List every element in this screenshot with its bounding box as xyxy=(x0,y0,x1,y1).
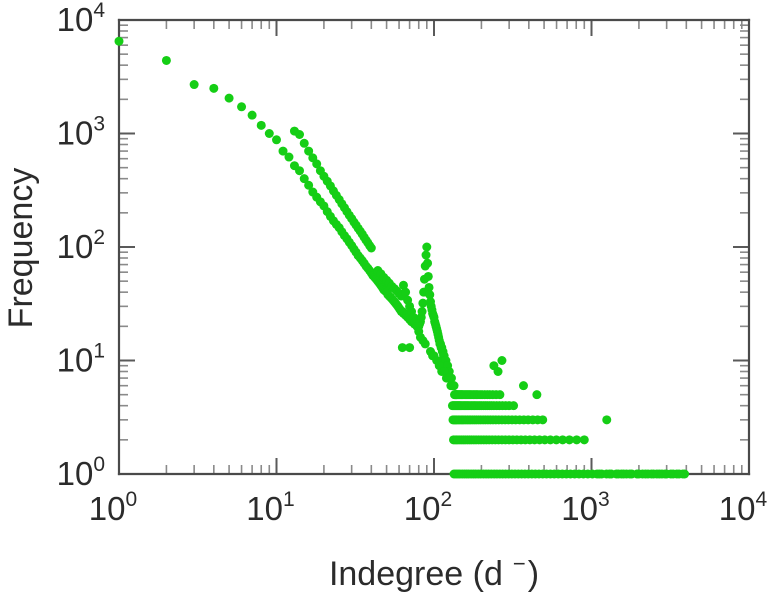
data-point xyxy=(295,130,305,139)
data-point xyxy=(256,120,266,130)
data-point xyxy=(209,83,219,93)
data-point xyxy=(558,435,568,445)
tick-label: 100 xyxy=(57,453,105,492)
data-point xyxy=(397,343,407,353)
data-point xyxy=(680,469,690,479)
tick-label: 104 xyxy=(57,0,106,38)
data-point xyxy=(495,390,505,400)
data-point xyxy=(538,415,548,425)
data-point xyxy=(417,307,427,317)
data-point xyxy=(237,102,247,112)
tick-label: 102 xyxy=(57,226,105,265)
data-point xyxy=(299,138,309,148)
data-point xyxy=(572,435,582,445)
data-point xyxy=(551,435,561,445)
data-point xyxy=(422,242,432,252)
data-point xyxy=(662,469,672,479)
data-point xyxy=(264,129,274,138)
data-point xyxy=(423,271,433,281)
data-point xyxy=(509,401,519,411)
data-point xyxy=(625,469,635,479)
x-tick-labels: 100 101 102 103 104 xyxy=(89,488,768,527)
tick-label: 100 xyxy=(89,488,137,527)
data-point xyxy=(224,93,234,103)
x-axis-title: Indegree (d −) xyxy=(329,551,539,593)
data-point xyxy=(161,55,171,65)
tick-label: 102 xyxy=(404,488,452,527)
tick-label: 103 xyxy=(561,488,609,527)
data-point xyxy=(423,258,433,268)
data-point xyxy=(304,146,314,156)
data-point xyxy=(304,180,314,190)
tick-label: 103 xyxy=(57,113,105,152)
data-point xyxy=(425,290,435,300)
y-axis-title-text: Frequency xyxy=(2,168,40,329)
data-point xyxy=(295,166,305,176)
data-point xyxy=(444,373,454,383)
data-point xyxy=(278,146,288,156)
data-point xyxy=(398,280,408,290)
tick-label: 101 xyxy=(57,340,105,379)
data-point xyxy=(405,343,415,353)
tick-label: 104 xyxy=(719,488,768,527)
data-point xyxy=(564,435,574,445)
data-point xyxy=(366,243,376,253)
data-point xyxy=(247,110,257,120)
data-point xyxy=(272,135,281,145)
y-axis-title: Frequency xyxy=(2,168,40,329)
scatter-series xyxy=(114,36,690,479)
data-point xyxy=(594,469,604,479)
data-point xyxy=(449,381,459,391)
data-point xyxy=(493,367,503,376)
data-point xyxy=(420,339,430,349)
data-point xyxy=(532,390,542,400)
data-point xyxy=(401,287,411,297)
tick-label: 101 xyxy=(246,488,294,527)
y-tick-labels: 100 101 102 103 104 xyxy=(57,0,106,492)
data-point xyxy=(604,469,614,479)
data-point xyxy=(634,469,644,479)
data-point xyxy=(284,152,294,162)
data-point xyxy=(421,250,431,260)
axis-ticks xyxy=(118,19,750,475)
data-point xyxy=(114,36,124,46)
data-point xyxy=(424,282,434,292)
data-point xyxy=(418,298,428,308)
data-point xyxy=(189,80,199,90)
data-point xyxy=(312,159,322,169)
data-point xyxy=(518,381,528,391)
data-point xyxy=(299,174,309,184)
data-point xyxy=(497,356,507,365)
data-point xyxy=(579,435,589,445)
data-point xyxy=(602,415,612,425)
x-axis-title-text: Indegree (d −) xyxy=(329,551,539,593)
